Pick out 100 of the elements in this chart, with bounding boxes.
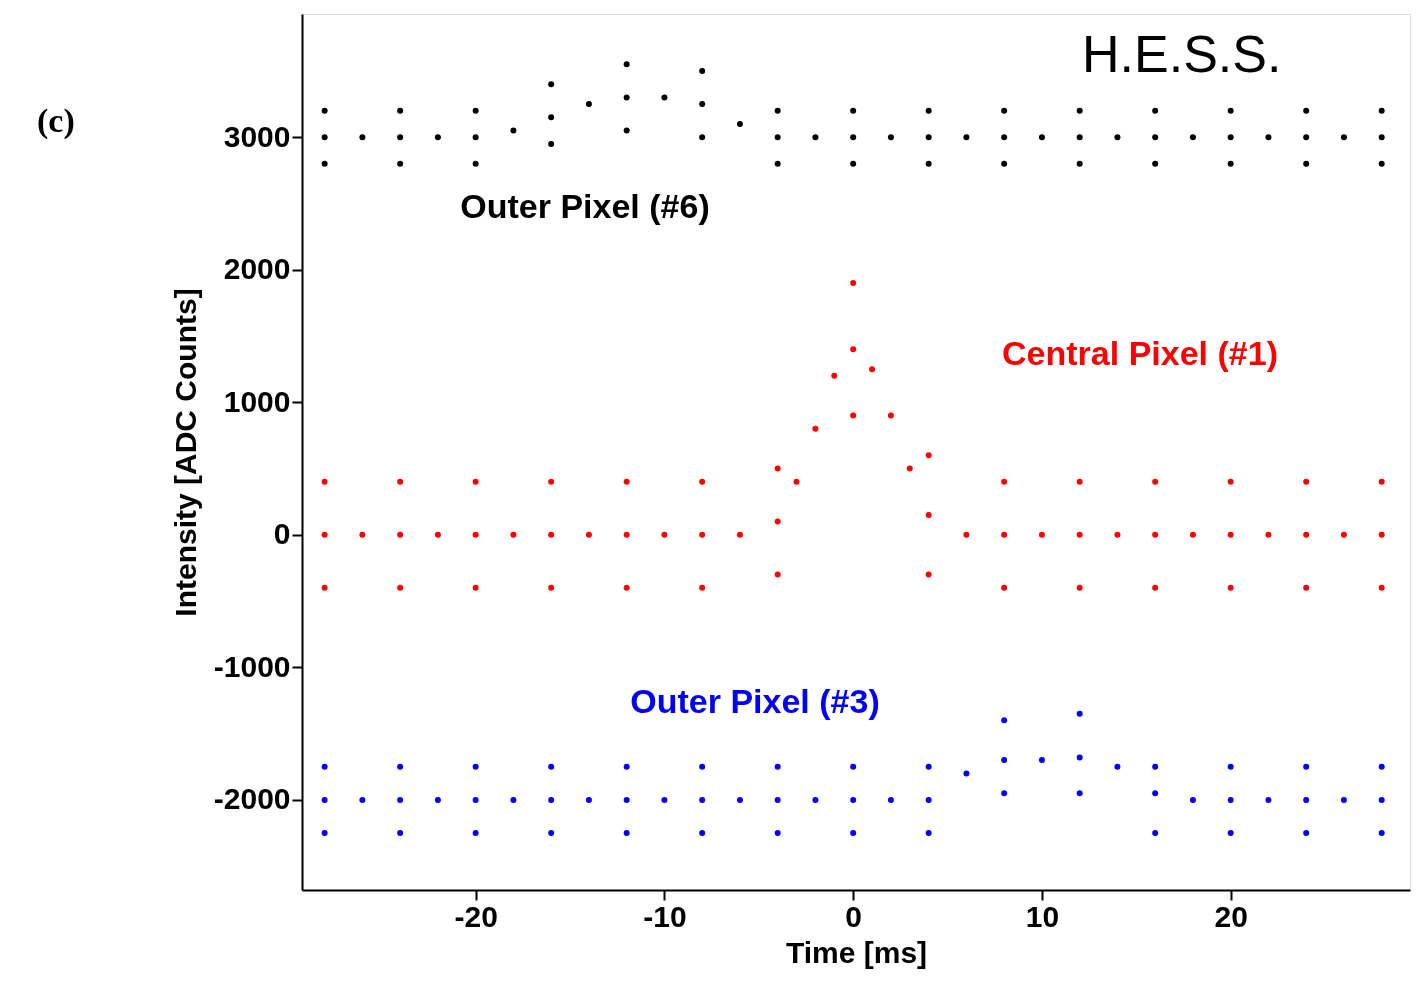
point: [925, 796, 932, 803]
point: [623, 61, 630, 68]
point: [1152, 763, 1159, 770]
point: [359, 796, 366, 803]
point: [321, 796, 328, 803]
point: [1114, 763, 1121, 770]
point: [736, 796, 743, 803]
point: [1114, 134, 1121, 141]
point: [1378, 796, 1385, 803]
y-tick-label: 1000: [223, 384, 291, 418]
point: [1303, 160, 1310, 167]
point: [397, 160, 404, 167]
point: [774, 830, 781, 837]
point: [397, 796, 404, 803]
point: [1303, 796, 1310, 803]
point: [623, 796, 630, 803]
point: [472, 107, 479, 114]
point: [887, 796, 894, 803]
point: [1189, 134, 1196, 141]
point: [397, 107, 404, 114]
point: [1152, 160, 1159, 167]
point: [321, 830, 328, 837]
y-tick-label: 3000: [223, 119, 291, 153]
point: [321, 107, 328, 114]
point: [1227, 830, 1234, 837]
point: [548, 763, 555, 770]
x-tick-label: 10: [1025, 899, 1060, 933]
point: [925, 763, 932, 770]
point: [925, 107, 932, 114]
point: [1378, 134, 1385, 141]
point: [699, 796, 706, 803]
point: [699, 67, 706, 74]
x-tick-label: 20: [1214, 899, 1248, 933]
point: [1076, 107, 1083, 114]
point: [472, 160, 479, 167]
point: [548, 114, 555, 121]
point: [887, 134, 894, 141]
point: [1378, 830, 1385, 837]
point: [1001, 107, 1008, 114]
text: (c): [37, 102, 75, 140]
point: [661, 94, 668, 101]
point: [736, 121, 743, 127]
x-tick-label: -10: [643, 899, 687, 933]
point: [321, 134, 328, 141]
point: [925, 134, 932, 141]
point: [1001, 160, 1008, 167]
point: [850, 134, 857, 141]
point: [1303, 107, 1310, 114]
point: [699, 101, 706, 108]
point: [434, 796, 441, 803]
point: [1378, 763, 1385, 770]
point: [623, 830, 630, 837]
point: [1340, 796, 1347, 803]
point: [1340, 134, 1347, 141]
point: [1076, 710, 1083, 717]
point: [548, 830, 555, 837]
point: [1001, 790, 1008, 797]
point: [585, 101, 592, 108]
point: [963, 770, 970, 777]
text: Central Pixel (#1): [1002, 334, 1278, 372]
y-axis-title: Intensity [ADC Counts]: [168, 288, 202, 617]
point: [472, 134, 479, 141]
x-tick-label: 0: [845, 899, 863, 933]
point: [1076, 160, 1083, 167]
point: [850, 107, 857, 114]
point: [510, 796, 517, 803]
point: [548, 81, 555, 88]
point: [397, 830, 404, 837]
point: [963, 134, 970, 141]
point: [1227, 107, 1234, 114]
point: [1076, 790, 1083, 797]
point: [397, 134, 404, 141]
point: [472, 796, 479, 803]
point: [850, 763, 857, 770]
point: [1303, 830, 1310, 837]
point: [699, 134, 706, 141]
point: [472, 830, 479, 837]
point: [1001, 757, 1008, 764]
point: [1227, 160, 1234, 167]
point: [321, 160, 328, 167]
series-label: Outer Pixel (#6): [460, 187, 710, 225]
point: [1303, 763, 1310, 770]
point: [472, 763, 479, 770]
y-tick-label: 2000: [223, 252, 291, 286]
point: [774, 134, 781, 141]
y-tick-label: -1000: [213, 649, 291, 683]
annotation: H.E.S.S.: [1082, 25, 1282, 83]
point: [850, 830, 857, 837]
point: [548, 796, 555, 803]
point: [1076, 134, 1083, 141]
point: [1152, 107, 1159, 114]
point: [699, 763, 706, 770]
x-tick-label: -20: [454, 899, 498, 933]
point: [1189, 796, 1196, 803]
point: [397, 763, 404, 770]
point: [850, 796, 857, 803]
point: [925, 830, 932, 837]
point: [1076, 754, 1083, 761]
point: [774, 763, 781, 770]
point: [510, 127, 517, 134]
